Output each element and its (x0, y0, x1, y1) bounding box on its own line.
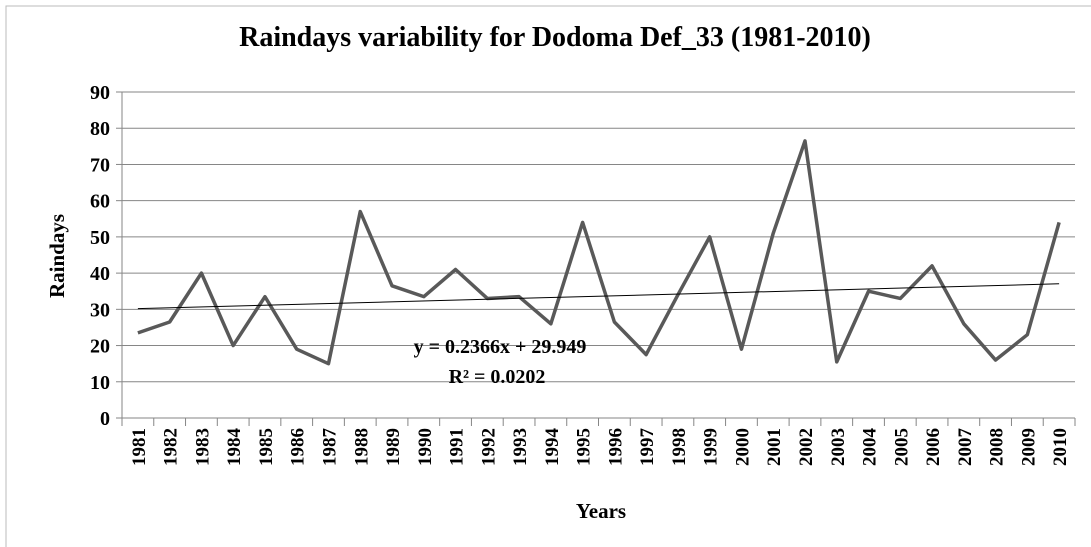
y-tick-label: 30 (90, 299, 110, 321)
x-tick-label: 2003 (828, 428, 849, 466)
x-tick-label: 1982 (161, 428, 182, 466)
x-tick-label: 2000 (732, 428, 753, 466)
x-tick-label: 1992 (478, 428, 499, 466)
y-tick-label: 40 (90, 263, 110, 285)
x-tick-label: 1998 (669, 428, 690, 466)
y-axis-title: Raindays (45, 214, 69, 298)
x-tick-label: 1987 (319, 428, 340, 467)
y-tick-label: 90 (90, 82, 110, 104)
x-tick-label: 2006 (923, 428, 944, 466)
x-tick-label: 2004 (860, 428, 881, 467)
x-tick-label: 1988 (351, 428, 372, 466)
x-tick-label: 1999 (701, 428, 722, 466)
chart-frame (5, 5, 1091, 547)
chart-title: Raindays variability for Dodoma Def_33 (… (239, 22, 871, 53)
x-tick-label: 2007 (955, 428, 976, 467)
x-tick-label: 2008 (987, 428, 1008, 466)
x-tick-label: 2009 (1018, 428, 1039, 466)
x-tick-label: 1986 (288, 428, 309, 466)
x-tick-label: 1984 (224, 428, 245, 467)
x-tick-label: 1997 (637, 428, 658, 467)
y-tick-label: 50 (90, 227, 110, 249)
x-tick-label: 2010 (1050, 428, 1071, 466)
y-tick-label: 20 (90, 336, 110, 358)
x-tick-label: 2002 (796, 428, 817, 466)
trendline-r-squared: R² = 0.0202 (449, 366, 546, 388)
x-axis-title: Years (576, 499, 626, 523)
x-tick-label: 1991 (447, 428, 468, 466)
data-line (137, 139, 1061, 366)
y-tick-label: 80 (90, 118, 110, 140)
y-tick-label: 60 (90, 191, 110, 213)
y-tick-label: 0 (100, 408, 110, 430)
trendline (137, 283, 1060, 310)
x-tick-label: 1985 (256, 428, 277, 466)
x-tick-label: 1983 (192, 428, 213, 466)
x-tick-label: 1994 (542, 428, 563, 467)
y-tick-label: 10 (90, 372, 110, 394)
x-tick-label: 1993 (510, 428, 531, 466)
trendline-equation: y = 0.2366x + 29.949 (414, 336, 587, 358)
x-tick-label: 2001 (764, 428, 785, 466)
x-tick-label: 2005 (891, 428, 912, 466)
x-tick-label: 1996 (605, 428, 626, 466)
x-tick-label: 1990 (415, 428, 436, 466)
y-tick-label: 70 (90, 154, 110, 176)
x-tick-label: 1981 (129, 428, 150, 466)
x-tick-label: 1995 (574, 428, 595, 466)
x-tick-label: 1989 (383, 428, 404, 466)
